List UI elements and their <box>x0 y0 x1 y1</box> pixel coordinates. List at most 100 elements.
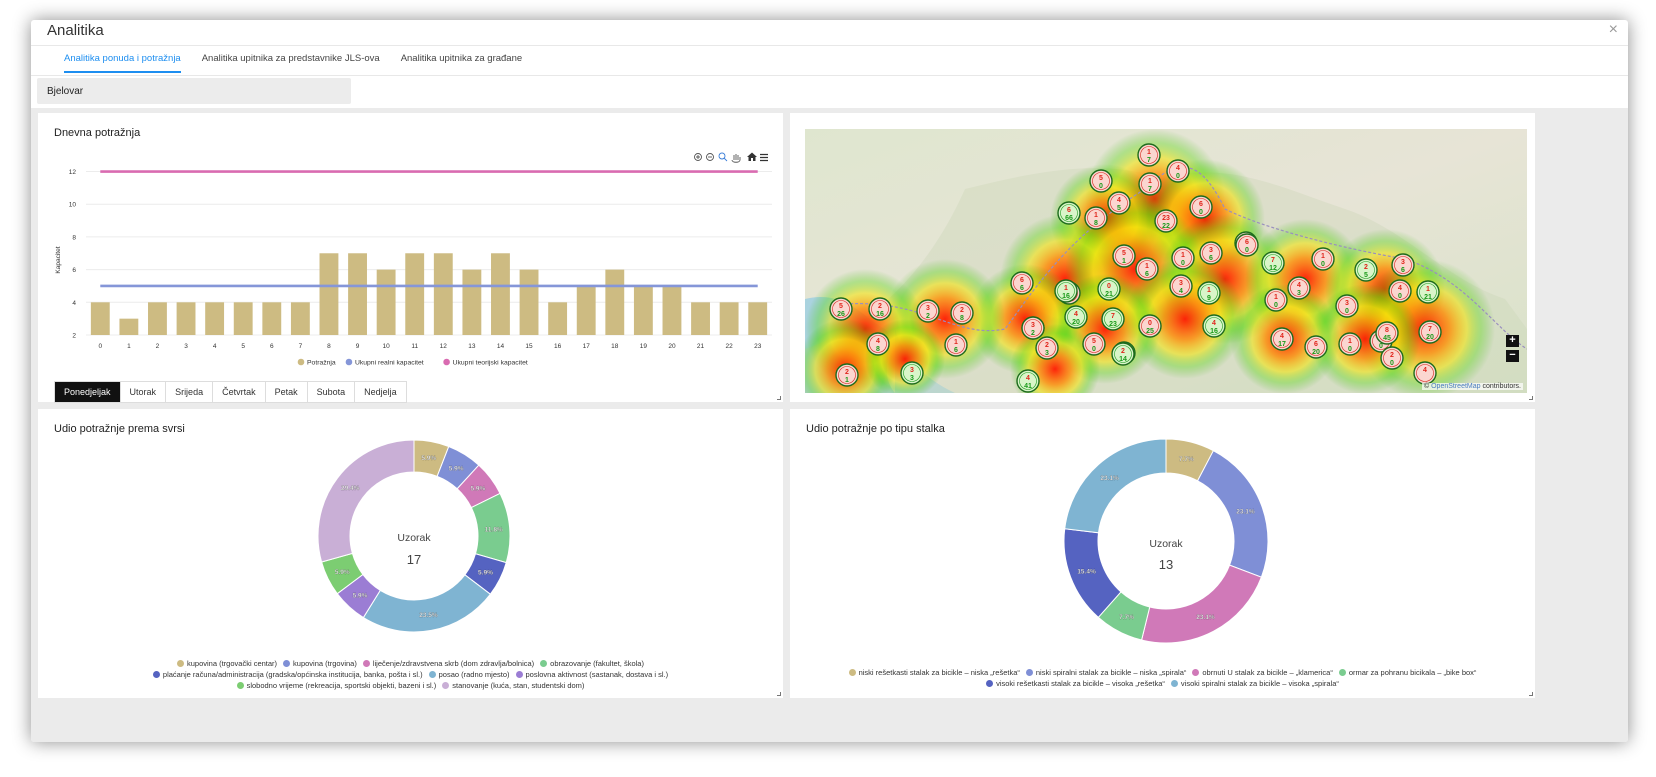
cluster-marker[interactable]: 121 <box>1416 280 1440 304</box>
cluster-marker[interactable]: 40 <box>1388 279 1412 303</box>
cluster-marker[interactable]: 66 <box>1010 271 1034 295</box>
cluster-marker[interactable]: 43 <box>1287 276 1311 300</box>
legend-item[interactable]: niski rešetkasti stalak za bicikle – nis… <box>848 667 1020 678</box>
cluster-marker[interactable]: 16 <box>944 333 968 357</box>
legend-item[interactable]: niski spiralni stalak za bicikle – niska… <box>1025 667 1186 678</box>
legend-item[interactable]: stanovanje (kuća, stan, studentski dom) <box>442 680 584 691</box>
tab-upitnik-jls[interactable]: Analitika upitnika za predstavnike JLS-o… <box>201 53 380 64</box>
close-icon[interactable]: × <box>1608 21 1618 38</box>
selection-zoom-icon[interactable] <box>718 152 728 162</box>
city-select[interactable]: Bjelovar <box>37 78 351 104</box>
slice-data-label: 29.4% <box>341 485 360 492</box>
reset-zoom-icon[interactable] <box>747 152 757 162</box>
zoom-out-icon[interactable] <box>706 153 714 161</box>
cluster-ring <box>1110 194 1128 212</box>
day-button-ponedjeljak[interactable]: Ponedjeljak <box>55 382 121 402</box>
legend-item[interactable]: slobodno vrijeme (rekreacija, sportski o… <box>236 680 436 691</box>
day-button-nedjelja[interactable]: Nedjelja <box>355 382 406 402</box>
map-canvas[interactable]: 1740504566618232260174052621632286016641… <box>805 129 1527 393</box>
menu-icon[interactable] <box>760 153 768 162</box>
tab-ponuda-potraznja[interactable]: Analitika ponuda i potražnja <box>64 50 181 73</box>
resize-handle[interactable] <box>777 396 781 400</box>
legend-label: posao (radno mjesto) <box>438 670 510 679</box>
cluster-marker[interactable]: 10 <box>1338 332 1362 356</box>
cluster-marker[interactable]: 40 <box>1166 159 1190 183</box>
cluster-marker[interactable]: 526 <box>829 297 853 321</box>
zoom-in-button[interactable]: + <box>1506 335 1519 347</box>
cluster-marker[interactable]: 025 <box>1138 314 1162 338</box>
cluster-marker[interactable]: 723 <box>1101 307 1125 331</box>
resize-handle[interactable] <box>1529 692 1533 696</box>
zoom-out-button[interactable]: − <box>1506 350 1519 362</box>
cluster-marker[interactable]: 10 <box>1264 288 1288 312</box>
tab-upitnik-gradani[interactable]: Analitika upitnika za građane <box>400 53 523 64</box>
cluster-marker[interactable]: 10 <box>1311 247 1335 271</box>
cluster-marker[interactable]: 60 <box>1235 233 1259 257</box>
cluster-marker[interactable]: 420 <box>1064 305 1088 329</box>
cluster-marker[interactable]: 116 <box>1054 279 1078 303</box>
cluster-marker[interactable]: 51 <box>1112 244 1136 268</box>
cluster-marker[interactable]: 20 <box>1380 346 1404 370</box>
cluster-marker[interactable]: 19 <box>1197 281 1221 305</box>
cluster-marker[interactable]: 50 <box>1082 332 1106 356</box>
cluster-marker[interactable]: 36 <box>1199 241 1223 265</box>
cluster-marker[interactable]: 620 <box>1304 335 1328 359</box>
cluster-marker[interactable]: 25 <box>1354 258 1378 282</box>
cluster-marker[interactable]: 214 <box>1111 342 1135 366</box>
cluster-marker[interactable]: 50 <box>1089 169 1113 193</box>
cluster-marker[interactable]: 60 <box>1189 195 1213 219</box>
legend-item[interactable]: obrnuti U stalak za bicikle – „klamerica… <box>1192 667 1333 678</box>
cluster-marker[interactable]: 666 <box>1057 201 1081 225</box>
resize-handle[interactable] <box>777 692 781 696</box>
cluster-marker[interactable]: 712 <box>1261 251 1285 275</box>
legend-item[interactable]: visoki rešetkasti stalak za bicikle – vi… <box>986 678 1165 689</box>
cluster-marker[interactable]: 45 <box>1107 191 1131 215</box>
cluster-marker[interactable]: 417 <box>1270 327 1294 351</box>
cluster-marker[interactable]: 21 <box>835 363 859 387</box>
cluster-marker[interactable]: 33 <box>900 361 924 385</box>
cluster-marker[interactable]: 216 <box>868 297 892 321</box>
legend-item[interactable]: visoki spiralni stalak za bicikle – viso… <box>1170 678 1339 689</box>
cluster-marker[interactable]: 18 <box>1084 206 1108 230</box>
osm-link[interactable]: OpenStreetMap <box>1431 383 1481 390</box>
cluster-marker[interactable]: 17 <box>1137 143 1161 167</box>
cluster-marker[interactable]: 32 <box>1021 316 1045 340</box>
cluster-ring <box>1290 279 1308 297</box>
legend-item[interactable]: obrazovanje (fakultet, škola) <box>540 658 644 669</box>
day-button-petak[interactable]: Petak <box>265 382 308 402</box>
cluster-marker[interactable]: 16 <box>1135 257 1159 281</box>
cluster-marker[interactable]: 4 <box>1413 361 1437 385</box>
legend-item[interactable]: plaćanje računa/administracija (gradska/… <box>152 669 423 680</box>
legend-item[interactable]: kupovina (trgovina) <box>283 658 357 669</box>
cluster-marker[interactable]: 10 <box>1171 246 1195 270</box>
cluster-marker[interactable]: 32 <box>916 299 940 323</box>
pan-icon[interactable] <box>731 154 741 163</box>
legend-item[interactable]: liječenje/zdravstvena skrb (dom zdravlja… <box>362 658 534 669</box>
cluster-marker[interactable]: 720 <box>1418 320 1442 344</box>
cluster-marker[interactable]: 34 <box>1169 274 1193 298</box>
day-button-srijeda[interactable]: Srijeda <box>166 382 214 402</box>
cluster-marker[interactable]: 416 <box>1202 314 1226 338</box>
zoom-in-icon[interactable] <box>694 153 702 161</box>
cluster-marker[interactable]: 845 <box>1375 321 1399 345</box>
day-button-cetvrtak[interactable]: Četvrtak <box>213 382 266 402</box>
resize-handle[interactable] <box>1529 396 1533 400</box>
legend-item[interactable]: kupovina (trgovački centar) <box>177 658 277 669</box>
cluster-marker[interactable]: 30 <box>1335 294 1359 318</box>
legend-item[interactable]: ormar za pohranu bicikala – „bike box“ <box>1338 667 1476 678</box>
cluster-marker[interactable]: 28 <box>950 301 974 325</box>
cluster-marker[interactable]: 021 <box>1097 277 1121 301</box>
heatmap-map[interactable]: 1740504566618232260174052621632286016641… <box>805 129 1527 393</box>
cluster-marker[interactable]: 48 <box>866 332 890 356</box>
legend-label: visoki spiralni stalak za bicikle – viso… <box>1180 679 1339 688</box>
cluster-marker[interactable]: 23 <box>1035 336 1059 360</box>
cluster-marker[interactable]: 36 <box>1391 253 1415 277</box>
day-button-utorak[interactable]: Utorak <box>120 382 167 402</box>
legend-item[interactable]: posao (radno mjesto) <box>428 669 510 680</box>
cluster-marker[interactable]: 17 <box>1138 172 1162 196</box>
pie-slice <box>1064 438 1167 534</box>
legend-item[interactable]: poslovna aktivnost (sastanak, dostava i … <box>515 669 668 680</box>
day-button-subota[interactable]: Subota <box>307 382 356 402</box>
cluster-marker[interactable]: 441 <box>1016 369 1040 393</box>
